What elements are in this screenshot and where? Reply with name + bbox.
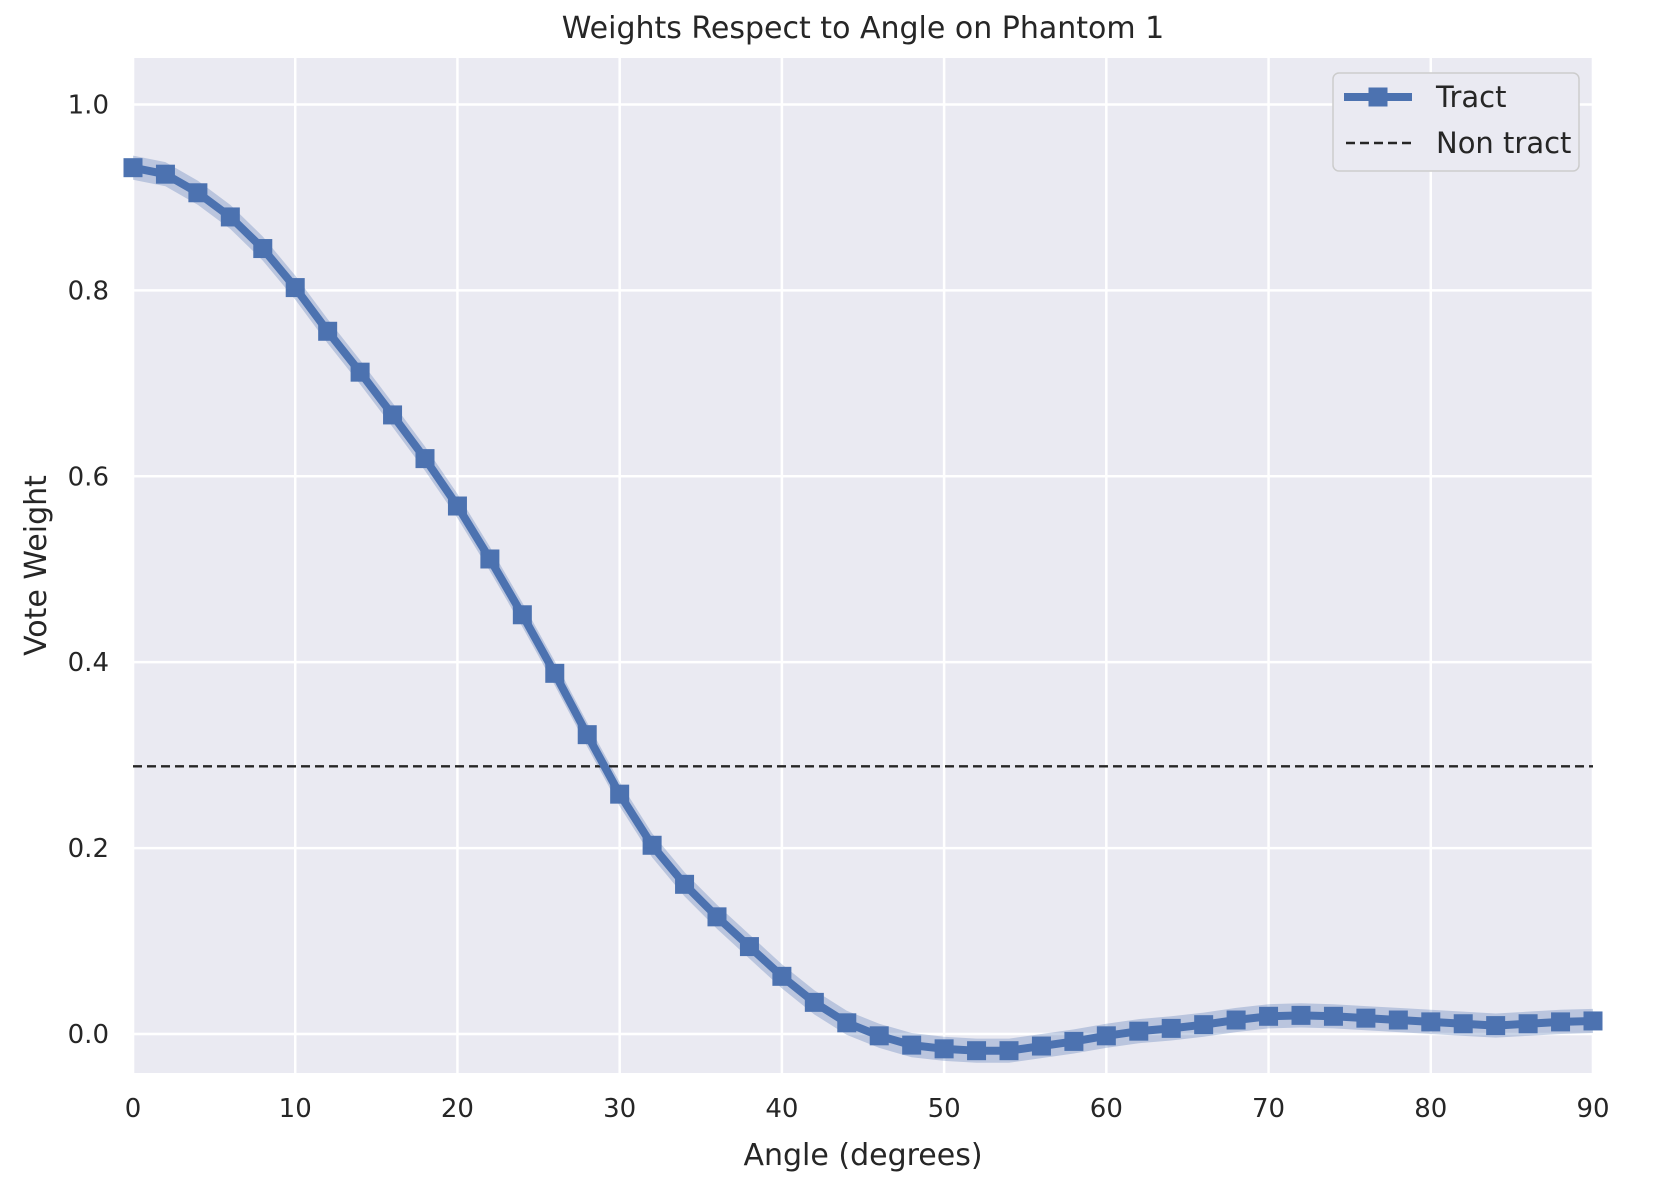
tract-point	[1064, 1031, 1084, 1051]
legend-label-non-tract: Non tract	[1436, 126, 1571, 160]
y-tick-label: 0.4	[68, 648, 109, 678]
tract-point	[675, 874, 695, 894]
tract-point	[1421, 1012, 1441, 1032]
tract-point	[545, 663, 565, 683]
tract-point	[415, 449, 435, 469]
legend: Tract Non tract	[1332, 72, 1580, 172]
x-tick-label: 10	[279, 1094, 312, 1124]
tract-point	[1356, 1008, 1376, 1028]
tract-point	[837, 1013, 857, 1033]
x-axis-label: Angle (degrees)	[743, 1138, 982, 1173]
tract-point	[1518, 1014, 1538, 1034]
chart-title: Weights Respect to Angle on Phantom 1	[562, 11, 1165, 46]
x-tick-label: 30	[603, 1094, 636, 1124]
y-axis-label: Vote Weight	[19, 475, 54, 656]
legend-swatch-tract-marker	[1368, 87, 1388, 107]
x-tick-label: 60	[1090, 1094, 1123, 1124]
tract-point	[285, 278, 305, 298]
tract-point	[707, 907, 727, 927]
tract-point	[1453, 1014, 1473, 1034]
x-tick-labels: 0 10 20 30 40 50 60 70 80 90	[125, 1094, 1610, 1124]
tract-point	[1583, 1011, 1603, 1031]
x-tick-label: 50	[928, 1094, 961, 1124]
x-tick-label: 70	[1252, 1094, 1285, 1124]
tract-point	[902, 1035, 922, 1055]
tract-point	[1486, 1016, 1506, 1036]
series-layer	[123, 158, 1603, 1061]
tract-point	[1291, 1005, 1311, 1025]
legend-label-tract: Tract	[1435, 80, 1506, 114]
x-tick-label: 0	[125, 1094, 142, 1124]
tract-point	[383, 405, 403, 425]
grid-lines	[131, 58, 1595, 1073]
tract-point	[642, 835, 662, 855]
tract-point	[155, 164, 175, 184]
tract-point	[253, 239, 273, 259]
tract-series-line	[132, 163, 1594, 1055]
tract-point	[512, 605, 532, 625]
tract-point	[1226, 1010, 1246, 1030]
tract-point	[350, 362, 370, 382]
tract-point	[804, 992, 824, 1012]
tract-point	[1031, 1036, 1051, 1056]
tract-point	[447, 496, 467, 516]
tract-point	[123, 158, 143, 178]
tract-point	[934, 1039, 954, 1059]
tract-point	[772, 966, 792, 986]
x-tick-label: 20	[441, 1094, 474, 1124]
tract-point	[967, 1041, 987, 1061]
plot-background	[133, 58, 1593, 1073]
y-tick-label: 0.0	[68, 1020, 109, 1050]
y-tick-label: 0.8	[68, 276, 109, 306]
tract-point	[1129, 1021, 1149, 1041]
tract-point	[1551, 1012, 1571, 1032]
tract-point	[1323, 1006, 1343, 1026]
tract-point	[318, 321, 338, 341]
y-tick-label: 0.2	[68, 834, 109, 864]
tract-point	[1259, 1006, 1279, 1026]
y-tick-label: 1.0	[68, 90, 109, 120]
x-tick-label: 90	[1576, 1094, 1609, 1124]
tract-point	[610, 784, 630, 804]
y-tick-label: 0.6	[68, 462, 109, 492]
tract-point	[739, 937, 759, 957]
x-tick-label: 80	[1414, 1094, 1447, 1124]
tract-point	[577, 725, 597, 745]
x-tick-label: 40	[765, 1094, 798, 1124]
tract-point	[999, 1041, 1019, 1061]
y-tick-labels: 0.0 0.2 0.4 0.6 0.8 1.0	[68, 90, 109, 1049]
tract-point	[1194, 1015, 1214, 1035]
tract-point	[869, 1026, 889, 1046]
tract-point	[480, 549, 500, 569]
tract-point	[188, 183, 208, 203]
tract-point	[220, 207, 240, 227]
tract-point	[1161, 1018, 1181, 1038]
tract-point	[1096, 1026, 1116, 1046]
tract-point	[1388, 1010, 1408, 1030]
